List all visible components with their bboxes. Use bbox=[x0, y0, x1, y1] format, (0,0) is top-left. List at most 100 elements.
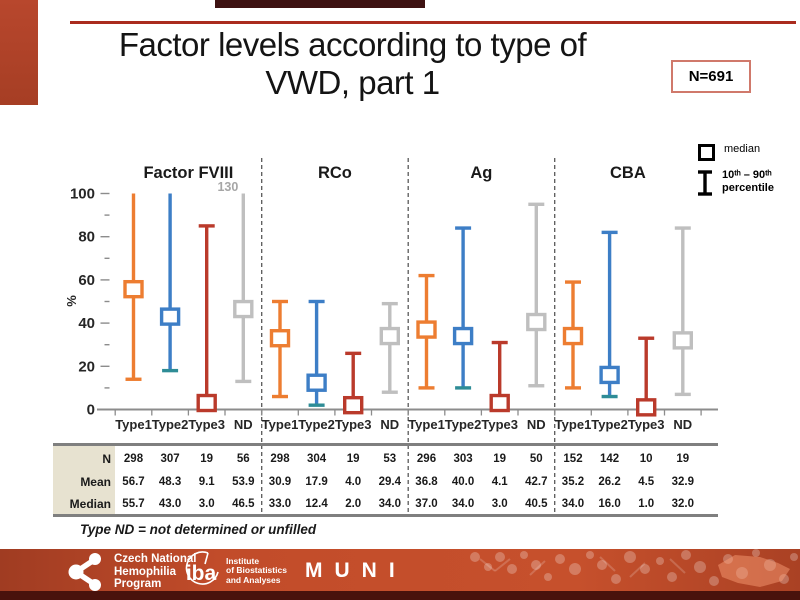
table-cell: 26.2 bbox=[598, 475, 621, 488]
clipped-value-annotation: 130 bbox=[217, 180, 238, 194]
category-label: Type2 bbox=[298, 417, 335, 432]
cnhp-line3: Program bbox=[114, 578, 162, 591]
table-cell: 50 bbox=[529, 453, 543, 465]
whisker-cap-top bbox=[528, 202, 545, 206]
category-label: Type1 bbox=[408, 417, 445, 432]
whisker-cap-top bbox=[455, 226, 472, 230]
table-cell: 3.0 bbox=[491, 498, 508, 510]
muni-logo: MUNI bbox=[305, 559, 407, 582]
median-marker bbox=[636, 398, 657, 417]
legend-median-label: median bbox=[724, 143, 761, 155]
table-cell: 3.0 bbox=[198, 498, 215, 510]
whisker-cap-bottom bbox=[272, 394, 288, 399]
table-cell: 304 bbox=[307, 453, 327, 465]
whisker-cap-bottom bbox=[601, 394, 618, 399]
median-marker bbox=[306, 373, 327, 392]
table-cell: 53.9 bbox=[232, 475, 255, 488]
category-label: Type3 bbox=[335, 417, 372, 432]
top-decorative-bar bbox=[215, 0, 425, 8]
table-cell: 32.9 bbox=[671, 475, 694, 488]
table-row-header: Mean bbox=[80, 474, 111, 489]
y-tick-label: 0 bbox=[87, 402, 95, 419]
table-bottom-border bbox=[53, 513, 718, 517]
table-cell: 19 bbox=[346, 453, 360, 465]
table-cell: 40.5 bbox=[525, 498, 548, 510]
table-cell: 19 bbox=[493, 453, 507, 465]
whisker-cap-top bbox=[272, 299, 288, 304]
table-cell: 34.0 bbox=[561, 498, 585, 510]
whisker-cap-top bbox=[381, 301, 398, 306]
table-cell: 55.7 bbox=[122, 498, 145, 510]
czech-map-shape bbox=[718, 555, 790, 587]
page-title-line1: Factor levels according to type of bbox=[118, 26, 587, 63]
table-cell: 152 bbox=[563, 453, 583, 465]
cnhp-line2: Hemophilia bbox=[114, 565, 176, 578]
page-title-line2: VWD, part 1 bbox=[265, 64, 440, 101]
legend-percentile-label: 10ᵗʰ – 90ᵗʰ percentile bbox=[722, 169, 774, 195]
svg-text:iba: iba bbox=[186, 562, 217, 585]
chart-legend: median 10ᵗʰ – 90ᵗʰ percentile bbox=[695, 142, 795, 205]
whisker-cap-top bbox=[601, 230, 618, 235]
category-label: Type3 bbox=[188, 417, 225, 432]
cnhp-line1: Czech National bbox=[114, 553, 197, 566]
footer-molecule-pattern bbox=[470, 549, 798, 587]
y-tick-label: 20 bbox=[78, 358, 95, 375]
category-label: Type2 bbox=[445, 417, 482, 432]
table-cell: 298 bbox=[123, 453, 144, 465]
group-title: CBA bbox=[610, 164, 646, 182]
table-cell: 4.5 bbox=[638, 475, 655, 488]
footer-dark-strip bbox=[0, 591, 800, 600]
median-marker bbox=[562, 326, 584, 346]
whisker-cap-bottom bbox=[162, 368, 179, 373]
table-cell: 10 bbox=[639, 453, 653, 465]
whisker-cap-top bbox=[308, 299, 325, 304]
category-label: Type2 bbox=[152, 417, 189, 432]
y-tick-label: 100 bbox=[70, 186, 95, 203]
cnhp-logo-text: Czech National Hemophilia Program bbox=[114, 553, 196, 591]
median-marker bbox=[379, 326, 400, 346]
iba-logo: iba Institute of Biostatistics and Analy… bbox=[178, 550, 287, 592]
table-cell: 142 bbox=[600, 453, 620, 465]
y-tick-label: 40 bbox=[78, 315, 95, 332]
group-title: RCo bbox=[318, 164, 352, 182]
table-cell: 296 bbox=[416, 453, 437, 465]
median-marker bbox=[159, 307, 181, 326]
table-cell: 307 bbox=[160, 453, 180, 465]
table-cell: 46.5 bbox=[232, 498, 255, 510]
iba-sub1: Institute bbox=[226, 555, 260, 566]
median-marker bbox=[269, 329, 291, 348]
category-label: ND bbox=[527, 417, 546, 432]
iba-circle-icon: iba bbox=[185, 551, 219, 585]
group-title: Ag bbox=[470, 164, 492, 182]
table-cell: 12.4 bbox=[305, 498, 328, 510]
category-label: Type1 bbox=[115, 417, 152, 432]
iba-logo-text: Institute of Biostatistics and Analyses bbox=[226, 555, 287, 586]
table-cell: 19 bbox=[676, 453, 690, 465]
table-cell: 303 bbox=[453, 453, 473, 465]
median-marker bbox=[526, 312, 547, 332]
group-title: Factor FVIII bbox=[143, 164, 233, 182]
whisker-cap-bottom bbox=[674, 392, 691, 397]
table-cell: 56 bbox=[236, 453, 250, 465]
table-cell: 35.2 bbox=[561, 475, 585, 488]
y-tick-label: 60 bbox=[78, 272, 95, 289]
iba-sub2: of Biostatistics bbox=[226, 565, 287, 576]
legend-percentile-line1: 10ᵗʰ – 90ᵗʰ bbox=[722, 169, 772, 181]
median-marker bbox=[233, 299, 254, 319]
category-label: Type3 bbox=[481, 417, 518, 432]
table-cell: 43.0 bbox=[158, 498, 182, 510]
table-cell: 40.0 bbox=[451, 475, 475, 488]
table-cell: 4.0 bbox=[345, 475, 362, 488]
table-cell: 34.0 bbox=[451, 498, 475, 510]
table-cell: 9.1 bbox=[198, 475, 215, 488]
legend-median-row: median bbox=[695, 142, 795, 161]
whisker-cap-top bbox=[638, 336, 655, 340]
median-square-icon bbox=[698, 144, 715, 161]
category-label: ND bbox=[380, 417, 399, 432]
table-cell: 17.9 bbox=[305, 475, 328, 488]
whisker-cap-bottom bbox=[528, 384, 545, 388]
legend-percentile-row: 10ᵗʰ – 90ᵗʰ percentile bbox=[695, 169, 795, 197]
table-cell: 19 bbox=[200, 453, 214, 465]
